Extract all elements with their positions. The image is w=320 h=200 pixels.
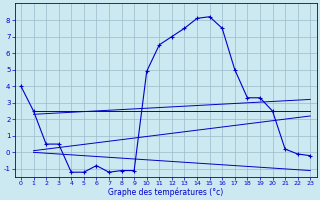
X-axis label: Graphe des températures (°c): Graphe des températures (°c)	[108, 187, 223, 197]
